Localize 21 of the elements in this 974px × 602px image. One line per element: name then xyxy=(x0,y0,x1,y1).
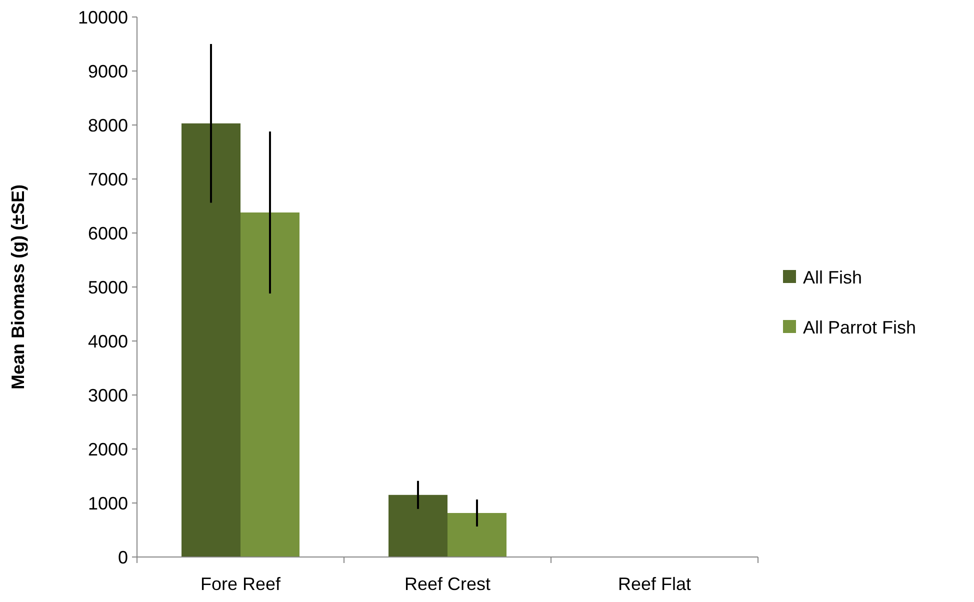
y-tick-label: 5000 xyxy=(88,277,128,298)
bar xyxy=(182,123,240,557)
legend-label: All Parrot Fish xyxy=(803,317,916,338)
x-tick-label: Fore Reef xyxy=(200,574,282,594)
y-tick-label: 2000 xyxy=(88,439,128,460)
x-tick-label: Reef Flat xyxy=(618,574,692,594)
bar xyxy=(240,212,300,557)
y-tick-label: 9000 xyxy=(88,61,128,82)
y-tick-label: 6000 xyxy=(88,223,128,244)
y-tick-label: 7000 xyxy=(88,169,128,190)
bar xyxy=(448,512,506,557)
bar xyxy=(388,494,448,557)
y-tick-label: 8000 xyxy=(88,115,128,136)
y-tick-label: 10000 xyxy=(78,7,128,28)
y-tick-label: 3000 xyxy=(88,385,128,406)
y-axis-title: Mean Biomass (g) (±SE) xyxy=(8,184,28,390)
legend-label: All Fish xyxy=(803,267,862,288)
y-tick-label: 4000 xyxy=(88,331,128,352)
y-tick-label: 1000 xyxy=(88,493,128,514)
y-tick-label: 0 xyxy=(118,547,128,568)
x-tick-label: Reef Crest xyxy=(404,574,491,594)
